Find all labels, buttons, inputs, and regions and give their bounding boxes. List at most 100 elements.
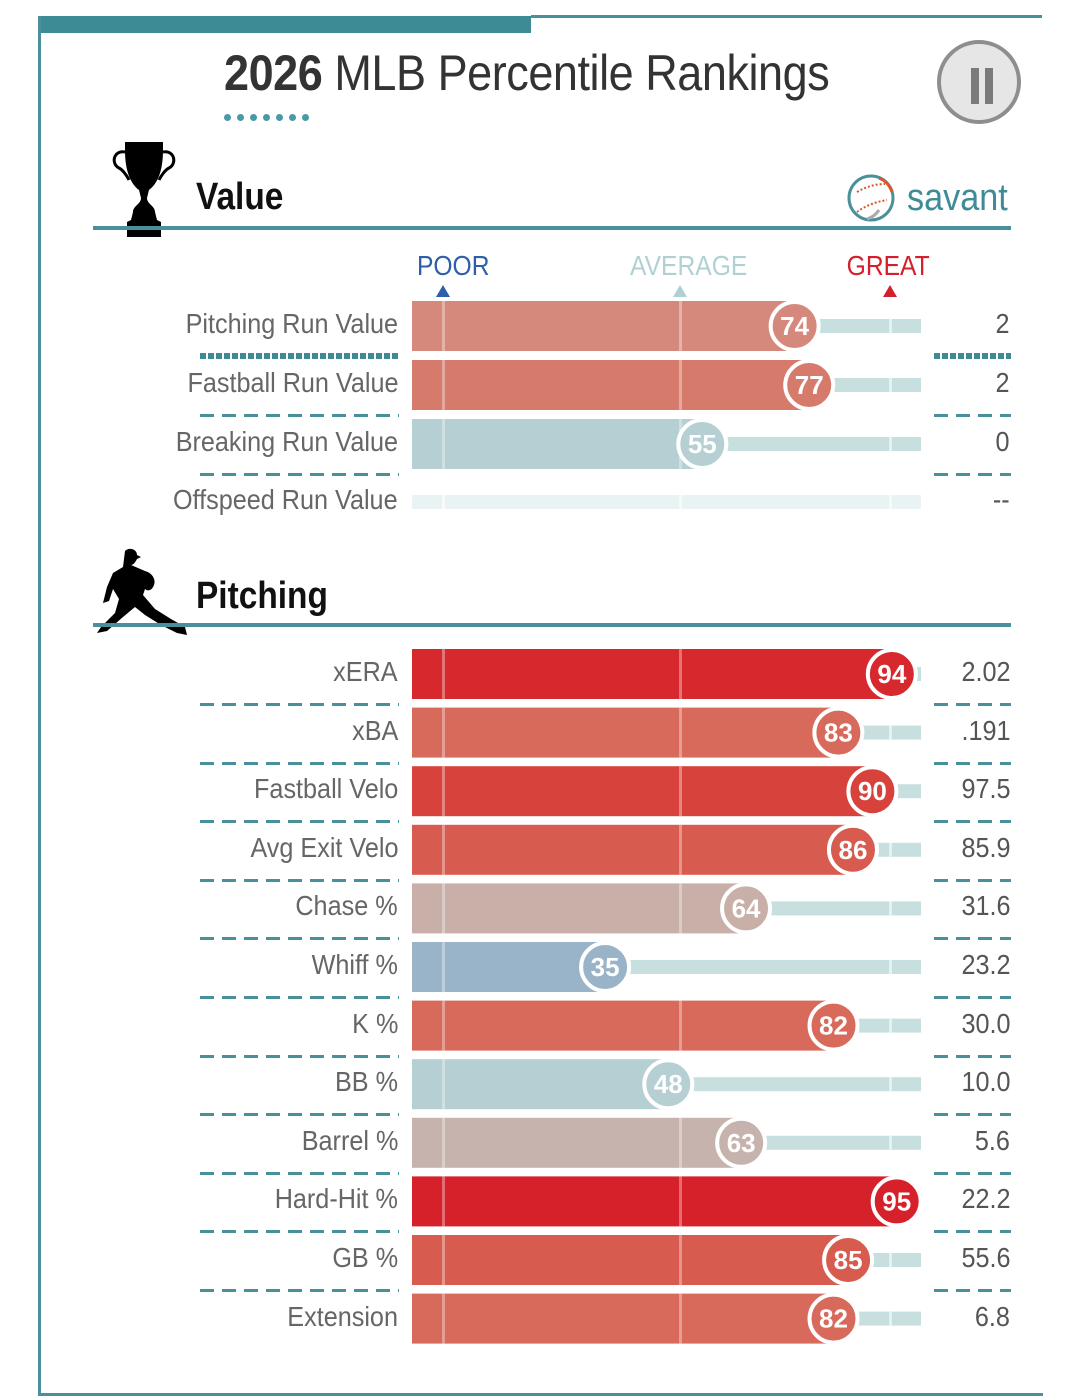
row-separator [200,353,399,359]
savant-logo[interactable]: savant [845,172,1019,224]
poor-gridline [442,1176,445,1227]
average-gridline [679,1000,682,1051]
percentile-circle [579,941,632,993]
percentile-track [746,901,921,916]
row-label: Fastball Run Value [186,367,398,398]
row-separator [200,761,399,765]
row-separator [200,1054,399,1058]
percentile-label: 82 [819,1011,848,1041]
percentile-track [702,437,921,451]
poor-gridline [442,1059,445,1110]
percentile-circle [865,648,918,700]
percentile-label: 48 [654,1069,683,1099]
row-stat-value: 22.2 [960,1183,1010,1215]
percentile-circle [768,300,821,352]
row-separator [934,878,1011,882]
row-separator [934,414,1011,417]
percentile-bar [412,1235,849,1285]
average-gridline [679,766,682,817]
pitcher-icon [95,547,193,644]
percentile-label: 77 [795,370,824,400]
percentile-label: 86 [838,835,867,865]
row-label: Fastball Velo [253,773,398,805]
percentile-label: 55 [688,429,717,459]
row-label: Extension [287,1300,398,1332]
page-title: 2026 MLB Percentile Rankings [224,44,830,102]
percentile-label: 90 [858,776,887,806]
row-label: xBA [351,714,398,746]
row-label: Pitching Run Value [185,308,398,339]
row-separator [200,996,399,999]
poor-gridline [442,942,445,992]
section-divider [93,226,1011,230]
percentile-label: 35 [591,952,620,982]
row-separator [200,1230,399,1234]
baseball-icon [847,174,895,222]
row-separator [934,820,1011,824]
great-gridline [889,495,892,509]
row-separator [200,878,399,882]
percentile-track [741,1135,921,1150]
row-label: Hard-Hit % [274,1183,398,1215]
great-gridline [889,1018,892,1033]
average-gridline [679,707,682,758]
row-separator [200,937,399,941]
row-label: GB % [332,1242,398,1273]
great-gridline [889,1135,892,1150]
percentile-circle [870,1175,923,1228]
pause-button[interactable] [937,40,1021,124]
row-stat-value: 85.9 [960,831,1010,863]
percentile-circle [807,999,860,1052]
great-gridline [889,842,892,857]
great-gridline [889,960,892,974]
row-label: Chase % [295,890,398,922]
row-stat-value: 2 [995,308,1010,339]
percentile-label: 85 [834,1245,863,1275]
percentile-circle [676,418,729,470]
row-stat-value: 30.0 [960,1007,1010,1039]
percentile-circle [807,1292,860,1345]
average-gridline [679,1293,682,1344]
percentile-label: 82 [819,1304,848,1334]
percentile-bar [412,1176,897,1227]
row-stat-value: 5.6 [974,1124,1010,1156]
poor-gridline [442,1117,445,1168]
poor-gridline [442,419,445,469]
percentile-track [809,378,921,392]
percentile-circle [822,1234,875,1286]
percentile-bar [412,419,703,469]
row-stat-value: 10.0 [960,1066,1010,1098]
title-text: MLB Percentile Rankings [322,45,830,101]
row-separator [200,473,399,476]
row-label: K % [351,1007,398,1039]
section-divider [93,623,1011,627]
frame-top-accent [38,16,531,33]
average-gridline [679,1176,682,1227]
row-stat-value: 55.6 [960,1242,1010,1273]
percentile-bar [412,766,873,817]
legend-average-label: AVERAGE [629,250,748,281]
section-title-value: Value [196,176,284,218]
row-separator [200,1289,399,1292]
row-stat-value: 0 [995,426,1010,457]
savant-logo-text: savant [907,176,1008,219]
row-separator [934,1171,1011,1175]
percentile-bar [412,824,853,875]
percentile-label: 94 [877,659,906,689]
row-separator [934,761,1011,765]
average-gridline [679,1235,682,1285]
row-separator [934,1113,1011,1117]
title-year: 2026 [224,45,323,101]
great-gridline [889,725,892,740]
percentile-track [605,960,921,974]
legend-great-label: GREAT [846,250,930,281]
percentile-label: 64 [732,893,761,923]
row-separator [934,1230,1011,1234]
poor-gridline [442,649,445,699]
percentile-label: 95 [882,1186,911,1216]
average-gridline [679,824,682,875]
row-stat-value: 2.02 [960,656,1010,687]
row-stat-value: 97.5 [960,773,1010,805]
row-label: Barrel % [301,1124,398,1156]
